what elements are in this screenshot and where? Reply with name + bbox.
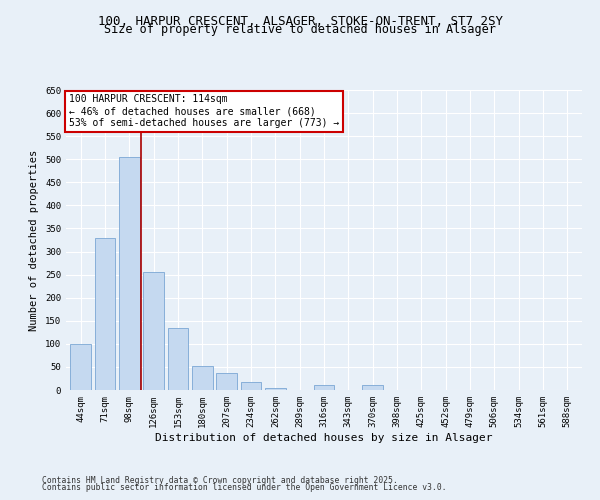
Text: Contains public sector information licensed under the Open Government Licence v3: Contains public sector information licen…	[42, 484, 446, 492]
Bar	[192, 366, 212, 390]
Text: 100 HARPUR CRESCENT: 114sqm
← 46% of detached houses are smaller (668)
53% of se: 100 HARPUR CRESCENT: 114sqm ← 46% of det…	[68, 94, 339, 128]
Bar	[265, 388, 286, 390]
Bar	[241, 382, 262, 390]
X-axis label: Distribution of detached houses by size in Alsager: Distribution of detached houses by size …	[155, 432, 493, 442]
Bar	[167, 328, 188, 390]
Text: Size of property relative to detached houses in Alsager: Size of property relative to detached ho…	[104, 22, 496, 36]
Y-axis label: Number of detached properties: Number of detached properties	[29, 150, 40, 330]
Bar	[362, 386, 383, 390]
Bar	[143, 272, 164, 390]
Bar	[216, 374, 237, 390]
Bar	[314, 386, 334, 390]
Text: Contains HM Land Registry data © Crown copyright and database right 2025.: Contains HM Land Registry data © Crown c…	[42, 476, 398, 485]
Text: 100, HARPUR CRESCENT, ALSAGER, STOKE-ON-TRENT, ST7 2SY: 100, HARPUR CRESCENT, ALSAGER, STOKE-ON-…	[97, 15, 503, 28]
Bar	[95, 238, 115, 390]
Bar	[119, 157, 140, 390]
Bar	[70, 344, 91, 390]
